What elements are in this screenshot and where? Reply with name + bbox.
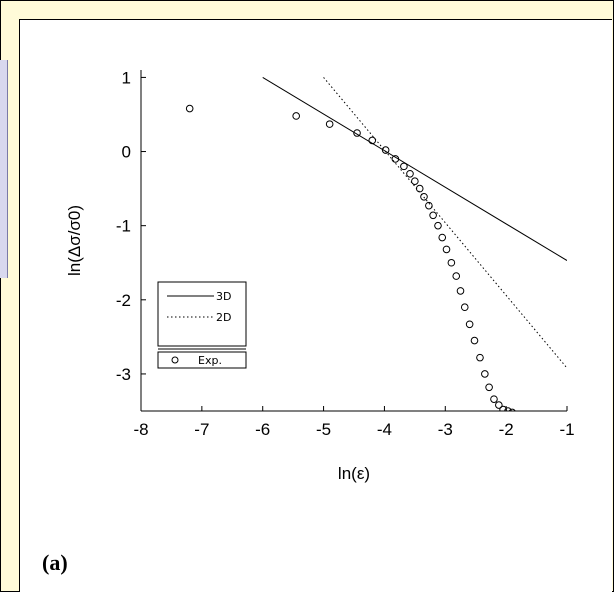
data-point (456, 287, 465, 295)
data-point (368, 136, 377, 145)
data-point (490, 395, 498, 403)
data-point (391, 155, 400, 163)
data-point (476, 353, 484, 362)
legend-exp-box (157, 351, 247, 369)
x-tick-label: -1 (559, 420, 574, 439)
data-point (465, 320, 474, 329)
data-point (442, 245, 451, 254)
data-point (425, 201, 433, 210)
legend-swatch-exp (171, 356, 179, 364)
data-point (470, 336, 479, 345)
x-tick-label: -3 (438, 420, 453, 439)
data-point (429, 211, 437, 220)
panel-label: (a) (42, 550, 68, 575)
data-point (485, 383, 493, 392)
series (185, 76, 567, 411)
side-tab (0, 60, 8, 278)
figure-panel: -8 -7 -6 -5 -4 -3 -2 -1 1 0 -1 -2 -3 3D 2D Exp. ln(ε) … (19, 19, 612, 592)
x-tick-label: -6 (255, 420, 270, 439)
data-point (495, 401, 503, 409)
data-point (411, 177, 419, 185)
data-point (460, 303, 469, 312)
data-point (325, 120, 334, 128)
y-tick-label: 1 (122, 68, 131, 87)
data-point (447, 258, 456, 267)
data-point (508, 408, 516, 411)
y-tick-label: -1 (116, 217, 131, 236)
data-point (400, 162, 408, 171)
series-line-3d (262, 76, 567, 261)
data-point (434, 221, 442, 230)
data-point (353, 129, 361, 137)
y-tick-label: 0 (122, 143, 131, 162)
legend-box (157, 281, 247, 347)
series-line-2d (323, 77, 567, 369)
x-tick-label: -5 (316, 420, 331, 439)
y-tick-label: -3 (116, 365, 131, 384)
data-point (381, 146, 390, 154)
legend: 3D 2D Exp. (157, 281, 247, 369)
x-tick-label: -7 (194, 420, 209, 439)
data-point (420, 192, 428, 201)
y-tick-label: -2 (116, 291, 131, 310)
x-tick-label: -8 (133, 420, 148, 439)
data-point (406, 169, 414, 178)
data-point (504, 407, 512, 411)
data-point (481, 370, 489, 378)
y-axis-title: ln(Δσ/σ0) (65, 205, 84, 276)
legend-label: Exp. (198, 354, 222, 367)
data-point (415, 184, 424, 193)
legend-label: 3D (216, 290, 231, 303)
axes (140, 70, 567, 412)
x-axis-title: ln(ε) (338, 464, 370, 483)
data-point (452, 272, 461, 280)
ticks: -8 -7 -6 -5 -4 -3 -2 -1 1 0 -1 -2 -3 (116, 68, 575, 439)
x-tick-label: -4 (377, 420, 392, 439)
data-point (185, 104, 194, 113)
data-point (292, 112, 300, 120)
data-point (438, 233, 447, 242)
legend-label: 2D (216, 311, 231, 324)
x-tick-label: -2 (499, 420, 514, 439)
data-point (499, 405, 507, 411)
